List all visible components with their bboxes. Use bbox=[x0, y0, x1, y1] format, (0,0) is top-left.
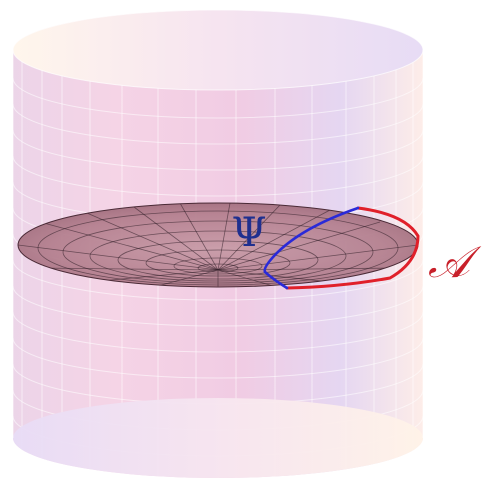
cylinder-top-cap bbox=[12, 9, 424, 91]
boundary-region-arc bbox=[285, 206, 420, 290]
cylinder-bottom-cap bbox=[13, 398, 423, 478]
disk-mesh bbox=[18, 203, 418, 287]
region-a-label: 𝒜 bbox=[428, 237, 482, 288]
rt-geodesic-curve bbox=[263, 206, 360, 290]
psi-label: Ψ bbox=[231, 210, 266, 256]
